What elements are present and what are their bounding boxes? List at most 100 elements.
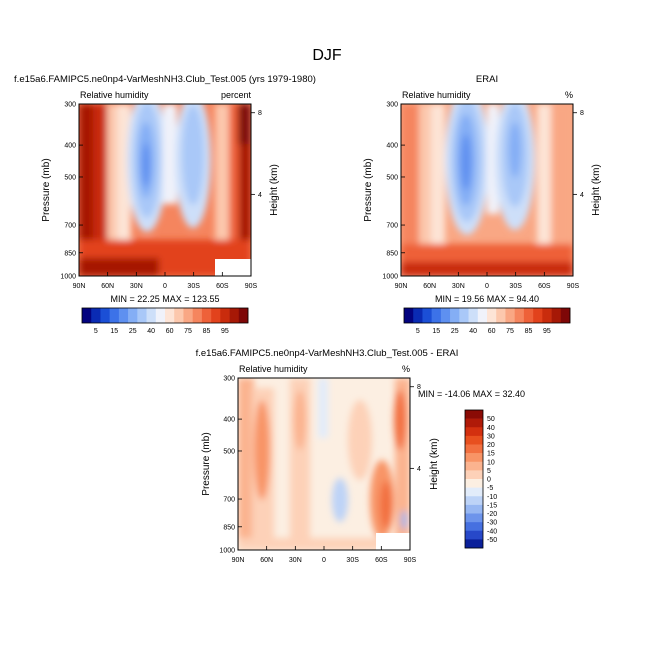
- colorbar-label: 15: [432, 328, 440, 335]
- colorbar-swatch: [459, 308, 469, 323]
- colorbar-swatch: [465, 504, 483, 514]
- x-tick-label: 90N: [73, 283, 86, 290]
- y2-tick-label: 8: [580, 110, 584, 117]
- colorbar-label: 25: [129, 328, 137, 335]
- colorbar-label: 40: [469, 328, 477, 335]
- x-tick-label: 30N: [289, 557, 302, 564]
- y-tick-label: 400: [64, 143, 76, 150]
- colorbar-swatch: [146, 308, 157, 323]
- colorbar-swatch: [465, 418, 483, 428]
- x-tick-label: 30N: [130, 283, 143, 290]
- colorbar-swatch: [431, 308, 442, 323]
- panel-obs: ERAI Relative humidity %: [363, 74, 602, 335]
- colorbar-label: 40: [147, 328, 155, 335]
- colorbar-label: 85: [525, 328, 533, 335]
- y-tick-label: 300: [223, 376, 235, 383]
- colorbar-label: -15: [487, 502, 497, 509]
- colorbar-swatch: [128, 308, 138, 323]
- colorbar-swatch: [465, 522, 483, 532]
- colorbar-swatch: [465, 487, 483, 497]
- y2-tick-label: 8: [417, 384, 421, 391]
- x-tick-label: 90N: [232, 557, 245, 564]
- panel-diff-ylabel: Pressure (mb): [201, 432, 212, 495]
- colorbar-swatch: [137, 308, 147, 323]
- panel-diff-y2label: Height (km): [429, 438, 440, 490]
- colorbar-swatch: [413, 308, 423, 323]
- y2-tick-label: 4: [258, 192, 262, 199]
- y-tick-label: 1000: [219, 548, 235, 555]
- y-tick-label: 500: [386, 174, 398, 181]
- colorbar-swatch: [551, 308, 562, 323]
- colorbar-swatch: [514, 308, 525, 323]
- panel-model-y2label: Height (km): [269, 164, 280, 216]
- y-tick-label: 1000: [382, 274, 398, 281]
- colorbar-label: 75: [506, 328, 514, 335]
- colorbar-label: 95: [221, 328, 229, 335]
- colorbar-label: -20: [487, 511, 497, 518]
- colorbar-label: 75: [184, 328, 192, 335]
- colorbar-swatch: [496, 308, 506, 323]
- panel-model: f.e15a6.FAMIPC5.ne0np4-VarMeshNH3.Club_T…: [14, 74, 316, 335]
- y2-tick-label: 4: [580, 192, 584, 199]
- colorbar-label: 60: [488, 328, 496, 335]
- panel-diff-stats: MIN = -14.06 MAX = 32.40: [418, 389, 525, 399]
- colorbar-swatch: [487, 308, 497, 323]
- colorbar-swatch: [165, 308, 175, 323]
- colorbar-swatch: [174, 308, 184, 323]
- colorbar-swatch: [465, 539, 483, 549]
- panel-model-axes: 90N 60N 30N 0 30S 60S 90S 300 400 500 700 850 1000 8 4: [60, 102, 262, 291]
- colorbar-swatch: [560, 308, 571, 323]
- colorbar-swatch: [118, 308, 129, 323]
- colorbar-swatch: [422, 308, 432, 323]
- colorbar-label: -50: [487, 537, 497, 544]
- colorbar-label: 15: [487, 451, 495, 458]
- colorbar-outline: [81, 307, 249, 324]
- colorbar-label: -5: [487, 485, 493, 492]
- figure-title: DJF: [312, 47, 342, 64]
- x-tick-label: 0: [485, 283, 489, 290]
- panel-diff-title: f.e15a6.FAMIPC5.ne0np4-VarMeshNH3.Club_T…: [196, 348, 459, 359]
- colorbar-swatch: [109, 308, 120, 323]
- colorbar-swatch: [505, 308, 515, 323]
- y2-tick-label: 4: [417, 466, 421, 473]
- panel-obs-field: [401, 104, 573, 276]
- colorbar-swatch: [465, 410, 483, 419]
- colorbar-swatch: [465, 427, 483, 437]
- panel-obs-colorbar: 5 15 25 40 60 75 85 95: [403, 307, 571, 335]
- y-tick-label: 400: [223, 417, 235, 424]
- colorbar-label: 5: [487, 468, 491, 475]
- colorbar-label: -10: [487, 494, 497, 501]
- colorbar-label: -40: [487, 528, 497, 535]
- colorbar-swatch: [465, 496, 483, 506]
- x-tick-label: 90S: [567, 283, 580, 290]
- colorbar-swatch: [155, 308, 166, 323]
- y-tick-label: 850: [223, 524, 235, 531]
- y-tick-label: 700: [386, 223, 398, 230]
- x-tick-label: 60S: [216, 283, 229, 290]
- panel-model-title: f.e15a6.FAMIPC5.ne0np4-VarMeshNH3.Club_T…: [14, 74, 316, 85]
- panel-diff: f.e15a6.FAMIPC5.ne0np4-VarMeshNH3.Club_T…: [196, 348, 525, 564]
- colorbar-swatch: [238, 308, 249, 323]
- y-tick-label: 300: [386, 102, 398, 109]
- colorbar-label: 5: [94, 328, 98, 335]
- y-tick-label: 1000: [60, 274, 76, 281]
- y2-tick-label: 8: [258, 110, 262, 117]
- colorbar-swatch: [211, 308, 221, 323]
- panel-model-ylabel: Pressure (mb): [41, 158, 52, 221]
- y-tick-label: 700: [64, 223, 76, 230]
- y-tick-label: 850: [386, 250, 398, 257]
- colorbar-swatch: [192, 308, 203, 323]
- colorbar-swatch: [404, 308, 414, 323]
- x-tick-label: 0: [322, 557, 326, 564]
- colorbar-label: 0: [487, 477, 491, 484]
- panel-obs-title: ERAI: [476, 74, 498, 85]
- x-tick-label: 60S: [375, 557, 388, 564]
- panel-diff-axes: 90N 60N 30N 0 30S 60S 90S 300 400 500 700 850 1000 8 4: [219, 376, 421, 565]
- x-tick-label: 30S: [509, 283, 522, 290]
- colorbar-swatch: [201, 308, 212, 323]
- colorbar-swatch: [468, 308, 479, 323]
- panel-obs-subtitle-left: Relative humidity: [402, 90, 471, 100]
- panel-diff-field: [238, 378, 410, 550]
- colorbar-swatch: [477, 308, 488, 323]
